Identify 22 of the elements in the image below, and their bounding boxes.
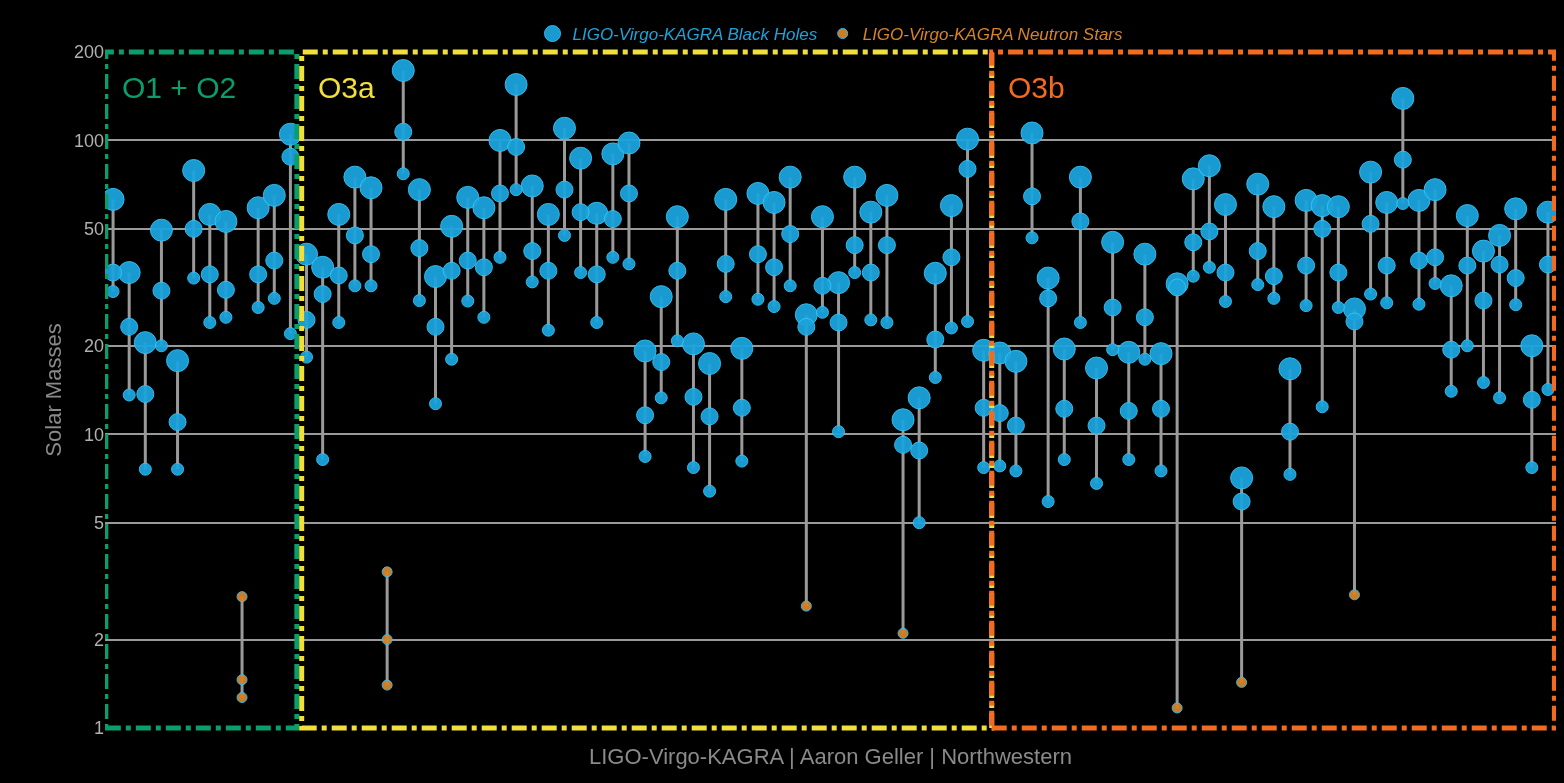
point xyxy=(897,627,909,639)
point xyxy=(381,634,393,646)
text: LIGO-Virgo-KAGRA | Aaron Geller | Northwestern xyxy=(589,744,1072,769)
legend-label: LIGO-Virgo-KAGRA Black Holes xyxy=(572,25,818,45)
y-tick-label: 100 xyxy=(73,130,104,151)
y-tick-label: 1 xyxy=(93,718,104,739)
y-axis-title: Solar Masses xyxy=(40,323,66,457)
y-tick-label: 2 xyxy=(93,629,104,650)
annotation: O3a xyxy=(318,71,376,104)
y-tick-label: 50 xyxy=(83,219,104,240)
legend-label: LIGO-Virgo-KAGRA Neutron Stars xyxy=(862,25,1123,45)
point xyxy=(1236,676,1248,688)
point xyxy=(800,600,812,612)
y-tick-label: 10 xyxy=(83,424,104,445)
point xyxy=(1171,702,1183,714)
point xyxy=(1348,589,1360,601)
y-tick-label: 20 xyxy=(83,336,104,357)
point xyxy=(381,566,393,578)
y-tick-label: 5 xyxy=(93,512,104,533)
annotation: O3b xyxy=(1008,71,1065,104)
point xyxy=(381,679,393,691)
y-tick-label: 200 xyxy=(73,42,104,63)
